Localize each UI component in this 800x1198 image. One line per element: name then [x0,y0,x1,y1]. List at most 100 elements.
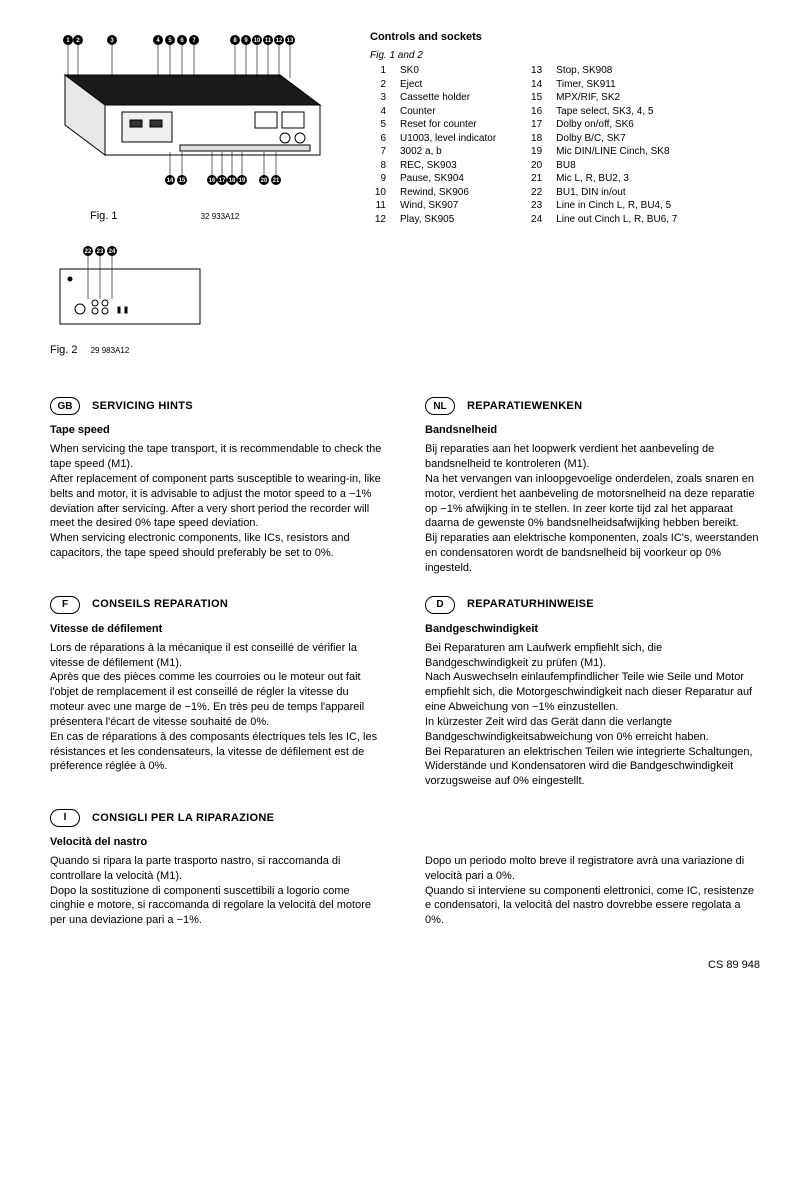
controls-row-text: Line out Cinch L, R, BU6, 7 [556,213,677,227]
controls-row-num: 20 [526,159,542,173]
controls-row: 20BU8 [526,159,677,173]
block-nl-header: NL REPARATIEWENKEN [425,397,760,415]
controls-row-text: Mic DIN/LINE Cinch, SK8 [556,145,669,159]
fig2-diagram: 222324 [50,239,210,334]
controls-row-text: Counter [400,105,436,119]
block-nl-body: Bij reparaties aan het loopwerk verdient… [425,442,760,576]
controls-row: 13Stop, SK908 [526,64,677,78]
controls-row: 22 BU1, DIN in/out [526,186,677,200]
controls-row-num: 18 [526,132,542,146]
controls-row: 23Line in Cinch L, R, BU4, 5 [526,199,677,213]
controls-row: 3 Cassette holder [370,91,496,105]
block-i-title: CONSIGLI PER LA RIPARAZIONE [92,811,274,826]
controls-columns: 1SK02Eject3 Cassette holder 4 Counter5Reset… [370,64,760,226]
controls-row-num: 11 [370,199,386,213]
controls-row-num: 4 [370,105,386,119]
controls-row-text: SK0 [400,64,419,78]
svg-text:18: 18 [229,178,236,184]
controls-col1: 1SK02Eject3 Cassette holder 4 Counter5Reset… [370,64,496,226]
controls-row-num: 23 [526,199,542,213]
svg-text:12: 12 [276,38,283,44]
controls-row-text: Cassette holder [400,91,470,105]
svg-text:22: 22 [85,249,92,255]
controls-row-text: MPX/RIF, SK2 [556,91,620,105]
controls-row: 11Wind, SK907 [370,199,496,213]
svg-text:21: 21 [273,178,280,184]
controls-row: 2Eject [370,78,496,92]
block-f: F CONSEILS REPARATION Vitesse de défilem… [50,596,385,789]
controls-row-text: BU1, DIN in/out [556,186,625,200]
controls-row-num: 5 [370,118,386,132]
controls-row-text: Pause, SK904 [400,172,464,186]
block-gb-sub: Tape speed [50,423,385,438]
lang-oval-f: F [50,596,80,614]
controls-row-num: 24 [526,213,542,227]
block-i-header-wrap: I CONSIGLI PER LA RIPARAZIONE Velocità d… [50,809,760,854]
block-d-title: REPARATURHINWEISE [467,597,594,612]
lang-oval-i: I [50,809,80,827]
controls-row: 16Tape select, SK3, 4, 5 [526,105,677,119]
controls-row-num: 16 [526,105,542,119]
block-gb: GB SERVICING HINTS Tape speed When servi… [50,397,385,575]
controls-row-num: 21 [526,172,542,186]
block-nl-sub: Bandsnelheid [425,423,760,438]
controls-row-num: 14 [526,78,542,92]
controls-row-num: 15 [526,91,542,105]
block-i-sub: Velocità del nastro [50,835,760,850]
controls-row: 14 Timer, SK911 [526,78,677,92]
controls-row-num: 3 [370,91,386,105]
controls-row-text: Stop, SK908 [556,64,612,78]
block-nl: NL REPARATIEWENKEN Bandsnelheid Bij repa… [425,397,760,575]
block-f-sub: Vitesse de défilement [50,622,385,637]
controls-row-text: Play, SK905 [400,213,454,227]
svg-text:20: 20 [261,178,268,184]
controls-row: 5Reset for counter [370,118,496,132]
controls-row: 4 Counter [370,105,496,119]
controls-row-text: Mic L, R, BU2, 3 [556,172,629,186]
svg-text:15: 15 [179,178,186,184]
controls-row-text: REC, SK903 [400,159,457,173]
svg-text:19: 19 [239,178,246,184]
block-f-body: Lors de réparations à la mécanique il es… [50,641,385,775]
controls-row: 18Dolby B/C, SK7 [526,132,677,146]
controls-col2: 13Stop, SK90814 Timer, SK911 15 MPX/RIF, SK… [526,64,677,226]
block-f-header: F CONSEILS REPARATION [50,596,385,614]
block-gb-header: GB SERVICING HINTS [50,397,385,415]
block-i-body-right: Dopo un periodo molto breve il registrat… [425,854,760,928]
controls-row-num: 8 [370,159,386,173]
controls-title: Controls and sockets [370,30,760,45]
controls-row-num: 6 [370,132,386,146]
fig2-area: 222324 Fig. 2 29 983A12 [50,239,350,358]
controls-row: 12 Play, SK905 [370,213,496,227]
controls-row-text: Eject [400,78,422,92]
block-f-title: CONSEILS REPARATION [92,597,228,612]
svg-text:11: 11 [265,38,272,44]
controls-row-num: 12 [370,213,386,227]
controls-row-num: 10 [370,186,386,200]
block-d: D REPARATURHINWEISE Bandgeschwindigkeit … [425,596,760,789]
controls-row: 21 Mic L, R, BU2, 3 [526,172,677,186]
controls-row: 73002 a, b [370,145,496,159]
block-i-body-left: Quando si ripara la parte trasporto nast… [50,854,385,928]
fig1-diagram: 12345678910111213 1415161718192021 [50,30,330,200]
controls-row: 15 MPX/RIF, SK2 [526,91,677,105]
controls-row-text: U1003, level indicator [400,132,496,146]
svg-text:10: 10 [254,38,261,44]
block-i: I CONSIGLI PER LA RIPARAZIONE Velocità d… [50,809,760,928]
controls-row-num: 22 [526,186,542,200]
controls-row: 6 U1003, level indicator [370,132,496,146]
fig1-label-text: Fig. 1 [90,209,118,224]
controls-row-text: 3002 a, b [400,145,442,159]
controls-area: Controls and sockets Fig. 1 and 2 1SK02E… [370,30,760,357]
controls-row: 24 Line out Cinch L, R, BU6, 7 [526,213,677,227]
svg-text:24: 24 [109,249,116,255]
controls-row-text: Rewind, SK906 [400,186,469,200]
block-gb-title: SERVICING HINTS [92,399,193,414]
svg-text:13: 13 [287,38,294,44]
fig2-code: 29 983A12 [91,346,130,355]
fig2-label-text: Fig. 2 [50,344,78,356]
controls-row-text: Timer, SK911 [556,78,615,92]
footer-code: CS 89 948 [50,958,760,973]
lang-oval-d: D [425,596,455,614]
controls-row: 1SK0 [370,64,496,78]
